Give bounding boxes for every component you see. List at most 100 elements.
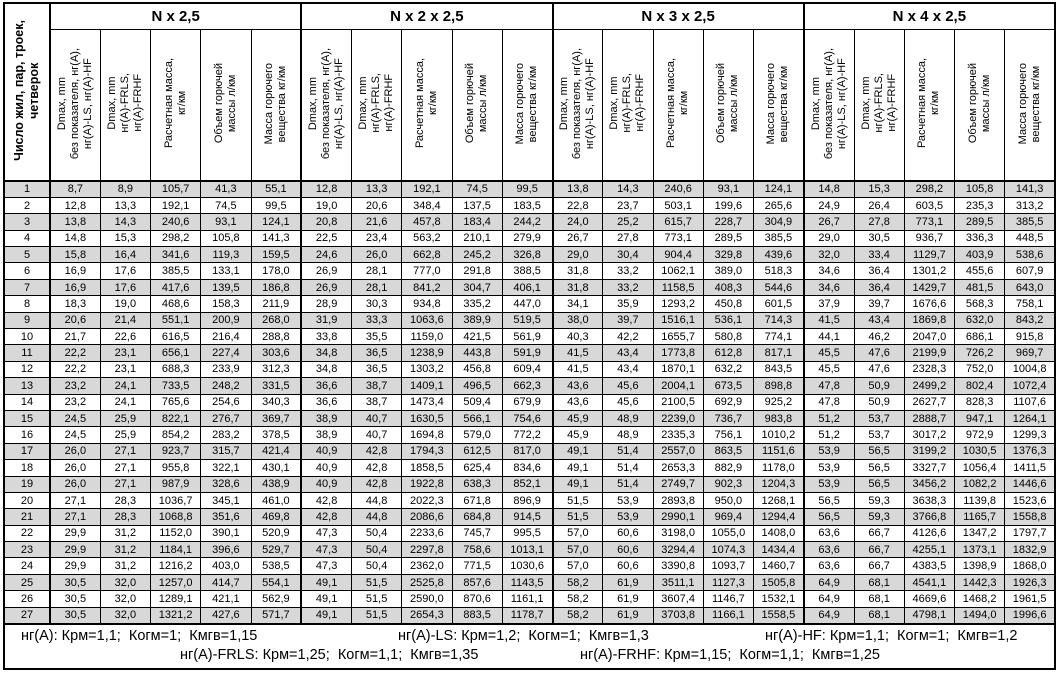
subcolumn-header-row: Dmax, mm без показателя, нг(A), нг(A)-LS… — [4, 28, 1056, 182]
cell: 1158,5 — [652, 278, 704, 297]
row-number: 2 — [3, 196, 51, 215]
cell: 61,9 — [602, 606, 654, 625]
cell: 21,6 — [350, 213, 403, 231]
cell: 93,1 — [200, 213, 252, 231]
cell: 64,9 — [802, 573, 855, 592]
cell: 211,9 — [250, 295, 302, 313]
cell: 519,5 — [501, 311, 554, 330]
cell: 438,9 — [250, 475, 302, 493]
cell: 34,8 — [300, 360, 353, 379]
table-row: 27 30,5 32,0 1321,2 427,6 571,7 49,1 51,5 2654,3… — [3, 606, 1056, 625]
cell: 183,5 — [501, 196, 554, 215]
cell: 904,4 — [652, 246, 704, 264]
cell: 406,1 — [501, 278, 554, 297]
cell: 42,8 — [350, 459, 403, 477]
cell: 44,8 — [350, 508, 403, 526]
cell: 63,6 — [802, 557, 855, 575]
cell: 1442,3 — [953, 573, 1006, 592]
cell: 461,0 — [250, 491, 302, 510]
row-number: 4 — [3, 229, 51, 248]
cell: 312,3 — [250, 360, 302, 379]
cell: 1268,1 — [752, 491, 805, 510]
cell: 3294,4 — [652, 541, 704, 559]
cell: 4126,6 — [903, 524, 956, 543]
cell: 430,1 — [250, 459, 302, 477]
cell: 133,1 — [200, 262, 252, 280]
cell: 817,1 — [752, 344, 805, 362]
cell: 24,5 — [48, 426, 101, 444]
cell: 32,0 — [99, 590, 152, 608]
cell: 679,9 — [501, 393, 554, 411]
cell: 34,6 — [802, 278, 855, 297]
cell: 1036,7 — [149, 491, 202, 510]
cell: 1030,6 — [501, 557, 554, 575]
cell: 289,5 — [702, 229, 755, 248]
cell: 1376,3 — [1004, 442, 1056, 461]
column-header-flam-mass: Масса горючего вещества кг/км — [1004, 28, 1056, 182]
cell: 378,5 — [250, 426, 302, 444]
cell: 139,5 — [200, 278, 252, 297]
cell: 2590,0 — [401, 590, 453, 608]
cell: 496,5 — [451, 377, 503, 395]
cell: 2654,3 — [401, 606, 453, 625]
cell: 1869,8 — [903, 311, 956, 330]
cell: 59,3 — [853, 491, 905, 510]
cell: 50,9 — [853, 393, 905, 411]
cell: 1127,3 — [702, 573, 755, 592]
cell: 773,1 — [903, 213, 956, 231]
cell: 36,4 — [853, 278, 905, 297]
cell: 53,9 — [602, 491, 654, 510]
cell: 579,0 — [451, 426, 503, 444]
cell: 828,3 — [953, 393, 1006, 411]
cell: 882,9 — [702, 459, 755, 477]
cell: 44,1 — [802, 328, 855, 346]
cell: 745,7 — [451, 524, 503, 543]
cell: 38,7 — [350, 377, 403, 395]
cell: 51,5 — [350, 590, 403, 608]
cell: 42,8 — [300, 508, 353, 526]
cell: 673,5 — [702, 377, 755, 395]
cell: 22,5 — [300, 229, 353, 248]
table-row: 16 24,5 25,9 854,2 283,2 378,5 38,9 40,7 1694,8 5… — [3, 426, 1056, 444]
row-number: 25 — [3, 573, 51, 592]
column-header-label: Dmax, mm без показателя, нг(A), нг(A)-LS… — [307, 47, 346, 159]
cell: 56,5 — [853, 442, 905, 461]
column-header-calc-mass: Расчетная масса, кг/км — [401, 28, 453, 182]
column-header-label: Объем горючей массы л/км — [464, 63, 490, 144]
cell: 43,4 — [602, 360, 654, 379]
cell: 43,6 — [551, 393, 604, 411]
cell: 235,3 — [953, 196, 1006, 215]
cell: 612,8 — [702, 344, 755, 362]
cell: 38,7 — [350, 393, 403, 411]
cell: 32,0 — [99, 606, 152, 625]
cell: 58,2 — [551, 590, 604, 608]
cell: 36,6 — [300, 393, 353, 411]
cell: 51,5 — [350, 573, 403, 592]
cell: 857,6 — [451, 573, 503, 592]
cell: 1063,6 — [401, 311, 453, 330]
cell: 43,4 — [602, 344, 654, 362]
cell: 248,2 — [200, 377, 252, 395]
cell: 233,9 — [200, 360, 252, 379]
cell: 26,0 — [350, 246, 403, 264]
cell: 1460,7 — [752, 557, 805, 575]
cell: 49,1 — [300, 606, 353, 625]
cell: 351,6 — [200, 508, 252, 526]
cell: 244,2 — [501, 213, 554, 231]
cell: 417,6 — [149, 278, 202, 297]
cell: 33,2 — [602, 262, 654, 280]
cell: 33,8 — [300, 328, 353, 346]
cell: 2749,7 — [652, 475, 704, 493]
cell: 24,6 — [300, 246, 353, 264]
cell: 852,1 — [501, 475, 554, 493]
group-header-1: N x 2,5 — [48, 2, 302, 30]
cell: 291,8 — [451, 262, 503, 280]
cell: 643,0 — [1004, 278, 1056, 297]
cell: 66,7 — [853, 524, 905, 543]
cell: 4255,1 — [903, 541, 956, 559]
column-header-dmax-fr: Dmax, mm нг(A)-FRLS, нг(A)-FRHF — [853, 28, 905, 182]
cell: 99,5 — [250, 196, 302, 215]
cell: 51,5 — [350, 606, 403, 625]
cell: 3638,3 — [903, 491, 956, 510]
cell: 1143,5 — [501, 573, 554, 592]
